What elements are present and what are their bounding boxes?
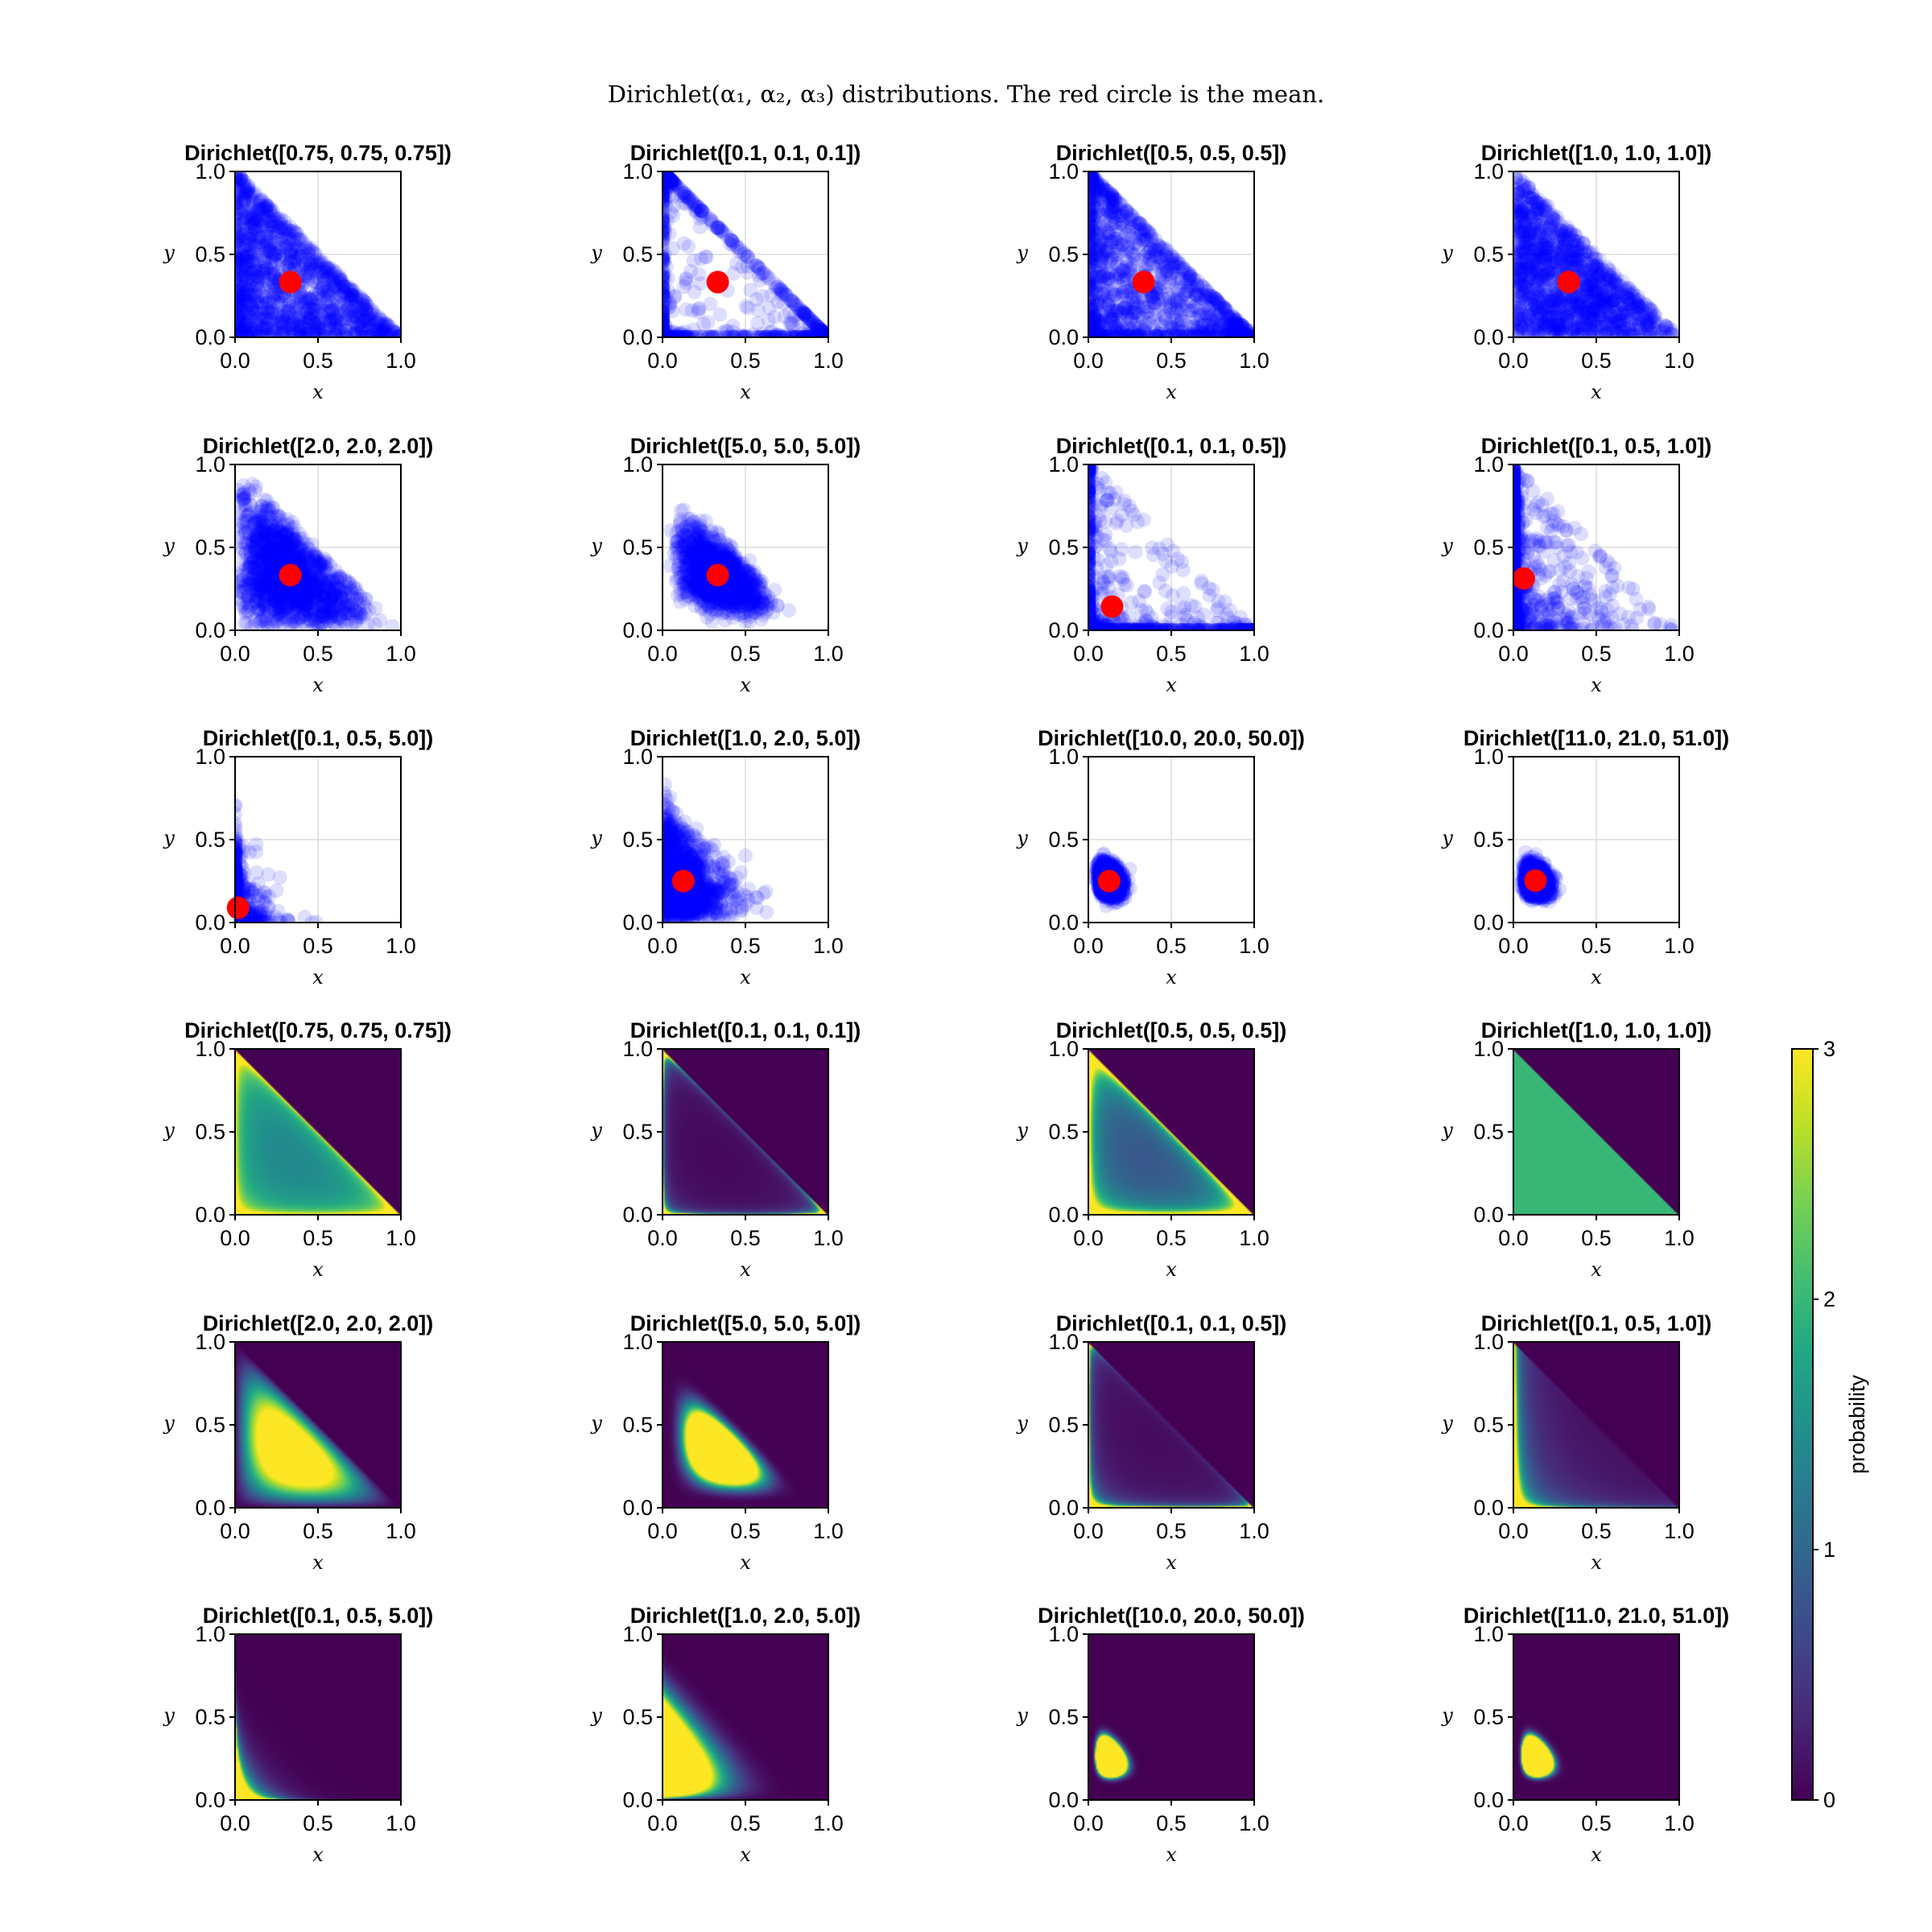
- sample-point: [279, 252, 294, 266]
- y-tick-label: 0.5: [622, 242, 653, 266]
- sample-point: [681, 239, 696, 254]
- sample-point: [370, 322, 385, 336]
- sample-point: [1157, 308, 1171, 323]
- sample-point: [1172, 260, 1187, 275]
- sample-point: [755, 327, 770, 341]
- sample-point: [299, 295, 314, 310]
- sample-point: [694, 208, 708, 222]
- y-tick-label: 0.0: [195, 325, 225, 349]
- sample-point: [1187, 272, 1202, 287]
- sample-point: [1162, 328, 1177, 343]
- y-tick-label: 0.0: [622, 325, 653, 349]
- sample-point: [230, 201, 245, 216]
- sample-point: [725, 234, 740, 249]
- sample-point: [1119, 228, 1133, 242]
- sample-point: [1218, 328, 1232, 343]
- sample-point: [770, 279, 785, 294]
- sample-point: [315, 283, 329, 298]
- sample-point: [1174, 312, 1188, 327]
- sample-point: [1240, 328, 1254, 343]
- subplot-title: Dirichlet([0.5, 0.5, 0.5]): [1056, 141, 1287, 165]
- sample-point: [741, 301, 755, 316]
- y-axis-label: y: [590, 242, 602, 264]
- y-axis-label: y: [1016, 242, 1028, 264]
- sample-point: [272, 298, 287, 312]
- figure-suptitle: Dirichlet(α₁, α₂, α₃) distributions. The…: [608, 80, 1325, 108]
- sample-point: [250, 290, 265, 304]
- sample-point: [1187, 320, 1202, 335]
- sample-point: [243, 208, 258, 223]
- sample-point: [242, 315, 256, 329]
- sample-point: [696, 316, 711, 331]
- sample-point: [256, 270, 270, 285]
- mean-marker: [1133, 270, 1155, 293]
- sample-point: [755, 289, 770, 303]
- sample-point: [292, 323, 307, 337]
- sample-point: [679, 273, 693, 287]
- sample-point: [1141, 233, 1155, 247]
- sample-point: [685, 303, 700, 318]
- sample-point: [1170, 291, 1185, 306]
- x-tick-label: 0.0: [220, 349, 250, 373]
- sample-point: [1100, 226, 1115, 241]
- x-tick-label: 0.5: [730, 349, 761, 373]
- sample-point: [301, 271, 316, 286]
- y-tick-label: 0.0: [1048, 325, 1079, 349]
- sample-point: [795, 326, 809, 341]
- sample-point: [1200, 284, 1215, 299]
- y-tick-label: 0.5: [1048, 242, 1079, 266]
- y-axis-label: y: [163, 242, 175, 264]
- sample-points: [1506, 169, 1683, 345]
- subplot-title: Dirichlet([0.1, 0.1, 0.1]): [630, 141, 861, 165]
- sample-point: [1101, 291, 1116, 305]
- x-tick-label: 1.0: [1239, 349, 1269, 373]
- x-axis-label: x: [1166, 381, 1177, 403]
- x-tick-label: 1.0: [386, 349, 416, 373]
- sample-point: [1228, 315, 1243, 329]
- sample-point: [1088, 270, 1102, 284]
- x-tick-label: 0.0: [647, 349, 678, 373]
- y-tick-label: 0.5: [195, 242, 225, 266]
- sample-point: [740, 249, 754, 263]
- sample-point: [1105, 200, 1120, 214]
- x-tick-label: 0.5: [303, 349, 333, 373]
- sample-point: [710, 220, 724, 234]
- sample-point: [685, 194, 700, 208]
- x-tick-label: 0.0: [1073, 349, 1104, 373]
- sample-point: [699, 250, 713, 264]
- sample-point: [293, 232, 308, 246]
- sample-point: [238, 298, 253, 312]
- sample-point: [1084, 167, 1098, 181]
- sample-point: [1213, 308, 1228, 322]
- x-axis-label: x: [740, 381, 751, 403]
- sample-point: [256, 238, 270, 253]
- sample-point: [753, 262, 767, 276]
- x-axis-label: x: [312, 381, 324, 403]
- sample-point: [1155, 272, 1170, 287]
- x-tick-label: 1.0: [813, 349, 844, 373]
- sample-point: [358, 314, 373, 328]
- mean-marker: [707, 270, 729, 293]
- sample-point: [237, 179, 252, 193]
- sample-point: [1088, 310, 1103, 324]
- sample-point: [1084, 182, 1099, 196]
- x-tick-label: 0.5: [1156, 349, 1187, 373]
- sample-point: [1089, 249, 1104, 263]
- sample-point: [332, 287, 347, 302]
- sample-point: [263, 204, 278, 219]
- sample-point: [1159, 247, 1174, 262]
- sample-point: [712, 308, 727, 322]
- sample-point: [1117, 301, 1131, 316]
- sample-point: [687, 285, 702, 299]
- sample-point: [311, 254, 325, 268]
- sample-point: [1123, 262, 1137, 276]
- mean-marker: [279, 270, 302, 293]
- subplot-title: Dirichlet([0.75, 0.75, 0.75]): [184, 141, 452, 165]
